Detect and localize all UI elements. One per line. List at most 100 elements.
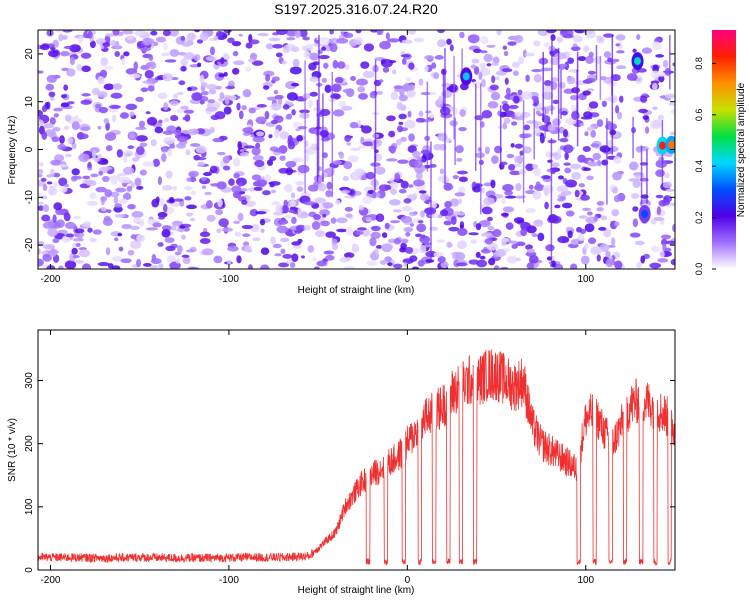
colorbar: 0.0 0.2 0.4 0.6 0.8 Normalized spectral ampl… (694, 30, 747, 275)
heatmap-cell (105, 33, 116, 37)
heatmap-cell (89, 192, 97, 199)
heatmap-streak (499, 105, 502, 170)
heatmap-cell (394, 173, 401, 182)
heatmap-cell (672, 223, 675, 233)
heatmap-cell (105, 145, 113, 152)
heatmap-cell (637, 145, 649, 152)
heatmap-cell (381, 243, 394, 251)
heatmap-cell (526, 248, 536, 253)
heatmap-cell (50, 248, 57, 257)
heatmap-cell (456, 158, 463, 162)
heatmap-cell (210, 114, 220, 121)
heatmap-cell (212, 137, 224, 143)
heatmap-cell (205, 200, 213, 209)
heatmap-cell (53, 202, 63, 211)
heatmap-cell (314, 266, 320, 269)
heatmap-cell (358, 145, 366, 149)
heatmap-cell (158, 216, 165, 220)
heatmap-cell (101, 175, 110, 183)
heatmap-cell (533, 74, 542, 83)
heatmap-streak (576, 69, 578, 114)
heatmap-cell (178, 80, 186, 86)
colorbar-tick-label: 0.4 (694, 160, 704, 173)
heatmap-cell (225, 86, 236, 90)
heatmap-cell (147, 218, 154, 225)
heatmap-cell (228, 95, 237, 101)
heatmap-cell (75, 242, 81, 247)
heatmap-cell (243, 145, 255, 149)
heatmap-cell (424, 110, 432, 114)
heatmap-cell (554, 204, 561, 209)
heatmap-cell (651, 82, 658, 90)
heatmap-cell (581, 207, 592, 211)
heatmap-cell (444, 200, 452, 209)
heatmap-cell (456, 170, 469, 175)
heatmap-cell (103, 83, 115, 91)
heatmap-cell (129, 240, 142, 249)
heatmap-cell (547, 124, 556, 132)
heatmap-cell (255, 211, 267, 215)
heatmap-streak (454, 117, 456, 165)
heatmap-hotspot (667, 140, 675, 149)
heatmap-cell (43, 244, 56, 250)
heatmap-cell (518, 168, 526, 175)
heatmap-cell (58, 33, 64, 42)
heatmap-cell (139, 218, 145, 228)
heatmap-cell (526, 120, 538, 124)
heatmap-cell (114, 203, 123, 208)
heatmap-cell (114, 51, 121, 57)
heatmap-cell (415, 233, 423, 238)
heatmap-cell (503, 50, 509, 57)
heatmap-cell (284, 214, 292, 219)
heatmap-cell (48, 91, 56, 98)
heatmap-cell (652, 119, 662, 128)
heatmap-cell (563, 144, 574, 154)
heatmap-cell (64, 114, 72, 122)
heatmap-cell (486, 216, 493, 222)
heatmap-cell (492, 56, 500, 64)
heatmap-cell (186, 177, 192, 182)
heatmap-streak (318, 34, 320, 130)
heatmap-cell (448, 185, 454, 190)
heatmap-cell (97, 262, 110, 267)
heatmap-cell (48, 187, 58, 196)
heatmap-streak (480, 83, 482, 215)
heatmap-cell (279, 155, 286, 161)
colorbar-tick-label: 0.0 (694, 263, 704, 276)
heatmap-cell (269, 184, 275, 188)
heatmap-cell (361, 228, 371, 237)
heatmap-cell (38, 192, 43, 197)
heatmap-cell (393, 263, 403, 269)
heatmap-streak (560, 69, 562, 119)
heatmap-cell (199, 238, 211, 245)
heatmap-cell (492, 229, 502, 237)
heatmap-cell (329, 85, 339, 91)
heatmap-cell (329, 37, 340, 45)
heatmap-cell (596, 207, 604, 212)
heatmap-cell (291, 82, 300, 87)
heatmap-cell (586, 175, 594, 181)
snr-x-label: Height of straight line (km) (298, 585, 415, 596)
heatmap-cell (472, 80, 482, 89)
heatmap-cell (596, 160, 602, 167)
heatmap-cell (50, 159, 62, 166)
y-tick-label: 20 (24, 48, 35, 60)
heatmap-cell (56, 219, 65, 228)
heatmap-cell (650, 70, 660, 79)
heatmap-cell (316, 37, 326, 41)
heatmap-cell (270, 102, 282, 111)
heatmap-cell (580, 116, 593, 120)
heatmap-cell (538, 125, 550, 131)
heatmap-cell (628, 178, 640, 182)
x-tick-label: 0 (405, 274, 411, 285)
heatmap-cell (413, 37, 425, 43)
heatmap-cell (580, 194, 590, 201)
heatmap-cell (77, 36, 84, 44)
heatmap-cell (65, 233, 75, 238)
heatmap-cell (528, 184, 534, 190)
heatmap-cell (109, 104, 121, 109)
heatmap-cell (481, 110, 493, 119)
heatmap-cell (129, 225, 140, 230)
heatmap-cell (387, 38, 400, 43)
heatmap-cell (320, 220, 330, 227)
